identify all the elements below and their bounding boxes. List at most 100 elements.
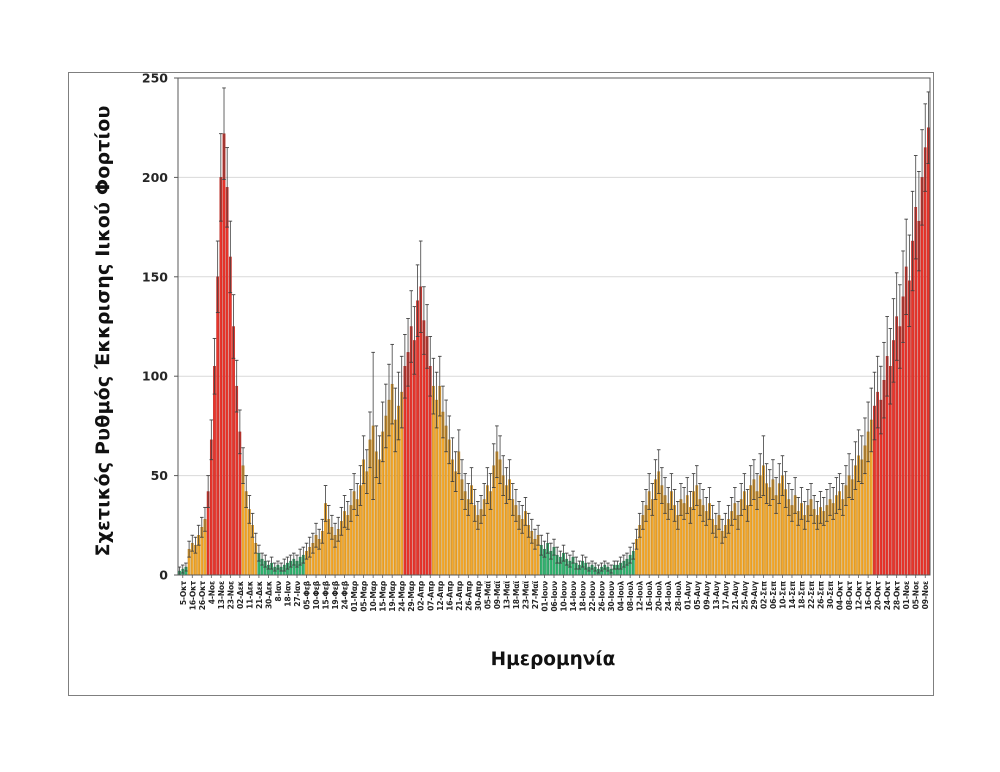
x-tick-label: 28-Οκτ — [893, 581, 902, 611]
x-tick-label: 18-Σεπ — [797, 581, 806, 609]
x-tick-label: 28-Ιουλ — [674, 581, 683, 612]
x-tick-label: 24-Ιουλ — [664, 581, 673, 612]
x-tick-label: 16-Οκτ — [188, 581, 197, 611]
x-tick-label: 05-Νοε — [912, 581, 921, 609]
bar — [232, 326, 235, 576]
x-tick-label: 14-Σεπ — [788, 581, 797, 609]
bar — [432, 385, 435, 576]
bar — [920, 177, 924, 576]
bar — [213, 366, 216, 576]
x-tick-label: 06-Ιουν — [550, 581, 559, 612]
x-tick-label: 26-Σεπ — [817, 581, 826, 609]
x-tick-label: 10-Ιουν — [560, 581, 569, 612]
x-tick-label: 12-Απρ — [436, 580, 445, 611]
x-tick-label: 05-Μαρ — [360, 580, 369, 611]
bar — [917, 220, 921, 576]
x-tick-label: 24-Φεβ — [341, 580, 350, 609]
x-tick-label: 10-Σεπ — [778, 581, 787, 609]
x-tick-label: 10-Μαρ — [369, 580, 378, 611]
bar — [416, 300, 419, 576]
y-axis-title: Σχετικός Ρυθμός Έκκρισης Ιικού Φορτίου — [92, 105, 114, 557]
x-tick-label: 30-Δεκ — [264, 581, 273, 609]
x-tick-label: 4-Νοε — [207, 581, 216, 604]
x-tick-label: 08-Οκτ — [845, 581, 854, 611]
x-tick-label: 21-Δεκ — [255, 581, 264, 609]
x-tick-label: 06-Σεπ — [769, 581, 778, 609]
bar — [225, 187, 229, 576]
x-tick-label: 12-Ιουλ — [636, 581, 645, 612]
x-tick-label: 17-Αυγ — [721, 580, 730, 610]
x-tick-label: 18-Ιουν — [579, 581, 588, 612]
bar — [927, 127, 930, 576]
x-tick-label: 18-Μαϊ — [512, 581, 521, 609]
x-tick-label: 14-Ιουν — [569, 581, 578, 612]
bar — [222, 133, 226, 576]
bar — [219, 177, 223, 576]
x-tick-label: 26-Απρ — [464, 580, 473, 611]
x-tick-label: 15-Μαρ — [379, 580, 388, 611]
x-tick-label: 09-Αυγ — [702, 580, 711, 610]
y-tick-label: 150 — [142, 269, 168, 284]
bar — [428, 366, 432, 576]
x-tick-label: 13-Μαϊ — [502, 581, 511, 609]
x-tick-label: 18-Ιαν — [283, 581, 292, 607]
bar — [216, 276, 220, 576]
x-tick-label: 08-Ιουλ — [626, 581, 635, 612]
y-tick-label: 250 — [142, 71, 168, 86]
y-tick-label: 200 — [142, 170, 168, 185]
bar — [422, 320, 426, 576]
x-tick-label: 24-Οκτ — [883, 581, 892, 611]
x-tick-label: 30-Σεπ — [826, 581, 835, 609]
x-tick-label: 21-Αυγ — [731, 580, 740, 610]
x-tick-label: 30-Απρ — [474, 580, 483, 611]
x-tick-label: 30-Ιουν — [607, 581, 616, 612]
x-tick-label: 22-Σεπ — [807, 581, 816, 609]
x-tick-label: 8-Ιαν — [274, 581, 283, 602]
x-tick-label: 09-Μαϊ — [493, 581, 502, 609]
figure-border — [68, 72, 934, 696]
x-tick-label: 26-Οκτ — [198, 581, 207, 611]
y-tick-label: 100 — [142, 369, 168, 384]
x-tick-label: 16-Οκτ — [864, 581, 873, 611]
x-tick-label: 27-Ιαν — [293, 581, 302, 607]
x-tick-label: 04-Οκτ — [836, 581, 845, 611]
plot-frame — [177, 77, 931, 576]
x-tick-label: 22-Ιουν — [588, 581, 597, 612]
x-tick-label: 05-Φεβ — [303, 580, 312, 609]
y-tick-label: 50 — [151, 468, 169, 483]
x-tick-label: 02-Σεπ — [759, 581, 768, 609]
bar — [425, 336, 429, 576]
x-tick-label: 23-Νοε — [226, 581, 235, 609]
x-tick-label: 05-Αυγ — [693, 580, 702, 610]
x-tick-label: 07-Απρ — [426, 580, 435, 611]
x-tick-label: 23-Μαϊ — [521, 581, 530, 609]
x-tick-label: 15-Φεβ — [322, 580, 331, 609]
x-tick-label: 25-Αυγ — [740, 580, 749, 610]
x-tick-label: 16-Ιουλ — [645, 581, 654, 612]
x-tick-label: 21-Απρ — [455, 580, 464, 611]
x-tick-label: 02-Δεκ — [236, 581, 245, 609]
x-tick-label: 16-Απρ — [445, 580, 454, 611]
x-tick-label: 02-Απρ — [417, 580, 426, 611]
bar — [228, 256, 232, 576]
x-tick-label: 01-Μαρ — [350, 580, 359, 611]
x-tick-label: 09-Νοε — [921, 581, 930, 609]
bar — [914, 207, 918, 576]
x-tick-label: 10-Φεβ — [312, 580, 321, 609]
x-tick-label: 13-Νοε — [217, 581, 226, 609]
x-tick-label: 26-Ιουν — [598, 581, 607, 612]
x-tick-label: 13-Αυγ — [712, 580, 721, 610]
x-axis-title: Ημερομηνία — [490, 649, 616, 670]
x-tick-label: 29-Μαρ — [407, 580, 416, 611]
x-tick-label: 24-Μαρ — [398, 580, 407, 611]
x-tick-label: 01-Νοε — [902, 581, 911, 609]
x-tick-label: 20-Ιουλ — [655, 581, 664, 612]
x-tick-label: 12-Οκτ — [855, 581, 864, 611]
bar — [923, 147, 927, 576]
x-tick-label: 19-Μαρ — [388, 580, 397, 611]
x-tick-label: 01-Ιουν — [540, 581, 549, 612]
x-tick-label: 01-Αυγ — [683, 580, 692, 610]
x-tick-label: 05-Μαϊ — [483, 581, 492, 609]
x-tick-label: 5-Οκτ — [179, 581, 188, 605]
